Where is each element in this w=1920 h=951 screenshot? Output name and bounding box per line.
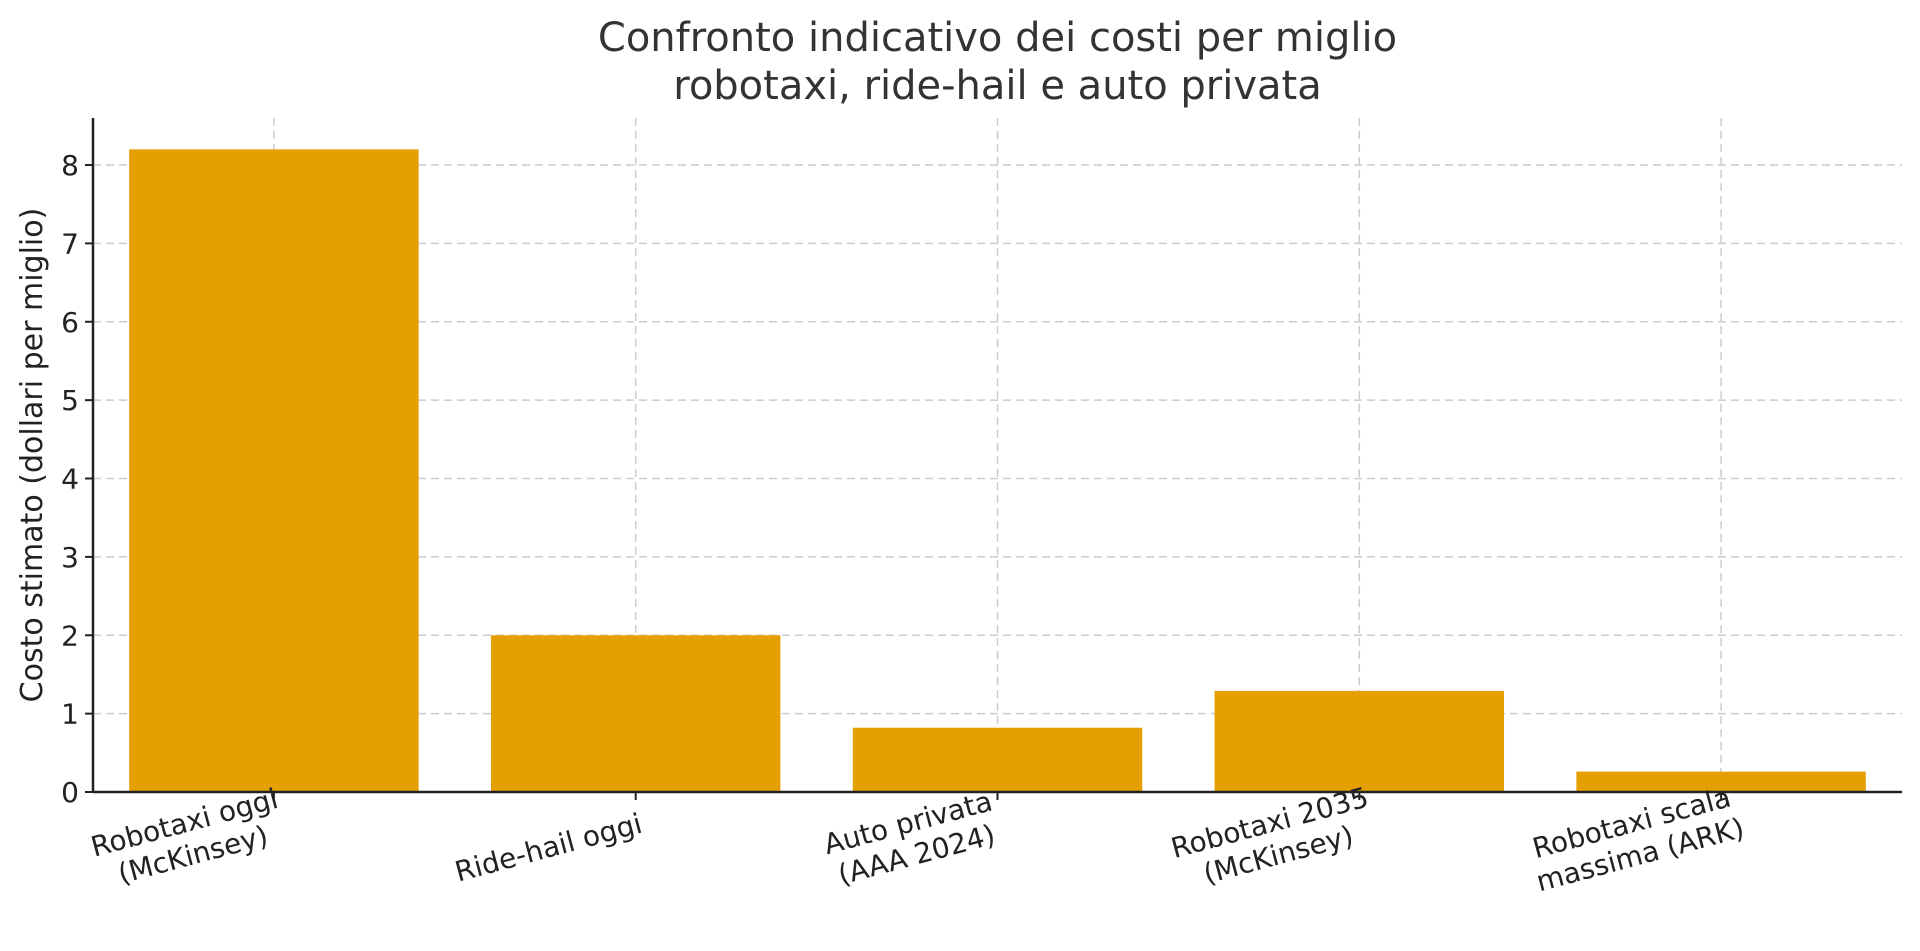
x-category-label: Robotaxi scalamassima (ARK) — [1524, 779, 1747, 898]
y-tick-label: 2 — [61, 619, 79, 652]
x-category-label: Auto privata(AAA 2024) — [820, 785, 1004, 893]
x-category-label: Ride-hail oggi — [451, 807, 645, 889]
bars — [129, 149, 1866, 793]
y-tick-label: 0 — [61, 776, 79, 809]
x-category-label: Robotaxi oggi(McKinsey) — [87, 782, 290, 895]
y-tick-label: 1 — [61, 698, 79, 731]
y-tick-label: 3 — [61, 541, 79, 574]
y-axis-label: Costo stimato (dollari per miglio) — [15, 208, 50, 703]
axes — [85, 118, 1902, 800]
x-category-label: Robotaxi 2035(McKinsey) — [1168, 781, 1381, 897]
bar — [1214, 690, 1505, 792]
y-tick-label: 8 — [61, 149, 79, 182]
bar — [852, 727, 1143, 792]
chart-title: Confronto indicativo dei costi per migli… — [598, 15, 1397, 109]
y-tick-label: 6 — [61, 306, 79, 339]
y-tick-label: 7 — [61, 227, 79, 260]
bar — [1576, 771, 1866, 792]
bar — [129, 149, 419, 793]
y-tick-label: 5 — [61, 384, 79, 417]
bar — [490, 635, 781, 792]
y-tick-label: 4 — [61, 463, 79, 496]
